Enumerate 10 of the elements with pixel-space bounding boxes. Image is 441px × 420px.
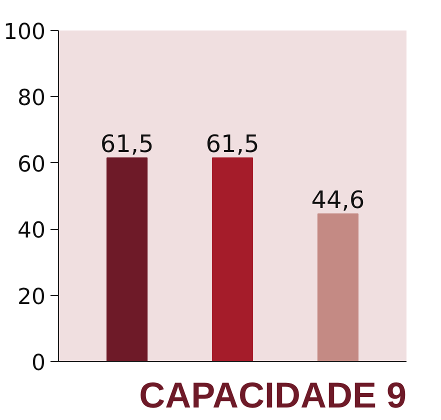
data-label: 61,5 xyxy=(100,130,154,158)
y-tick-label: 80 xyxy=(18,86,46,112)
y-tick-label: 0 xyxy=(32,351,46,376)
y-tick-label: 100 xyxy=(4,20,46,45)
y-tick-label: 60 xyxy=(18,152,46,178)
y-tick-label: 20 xyxy=(18,284,46,310)
text: CAPACIDADE 9 xyxy=(139,374,407,416)
data-label: 44,6 xyxy=(311,186,365,214)
y-tick-label: 40 xyxy=(18,218,46,244)
data-label: 61,5 xyxy=(206,130,260,158)
